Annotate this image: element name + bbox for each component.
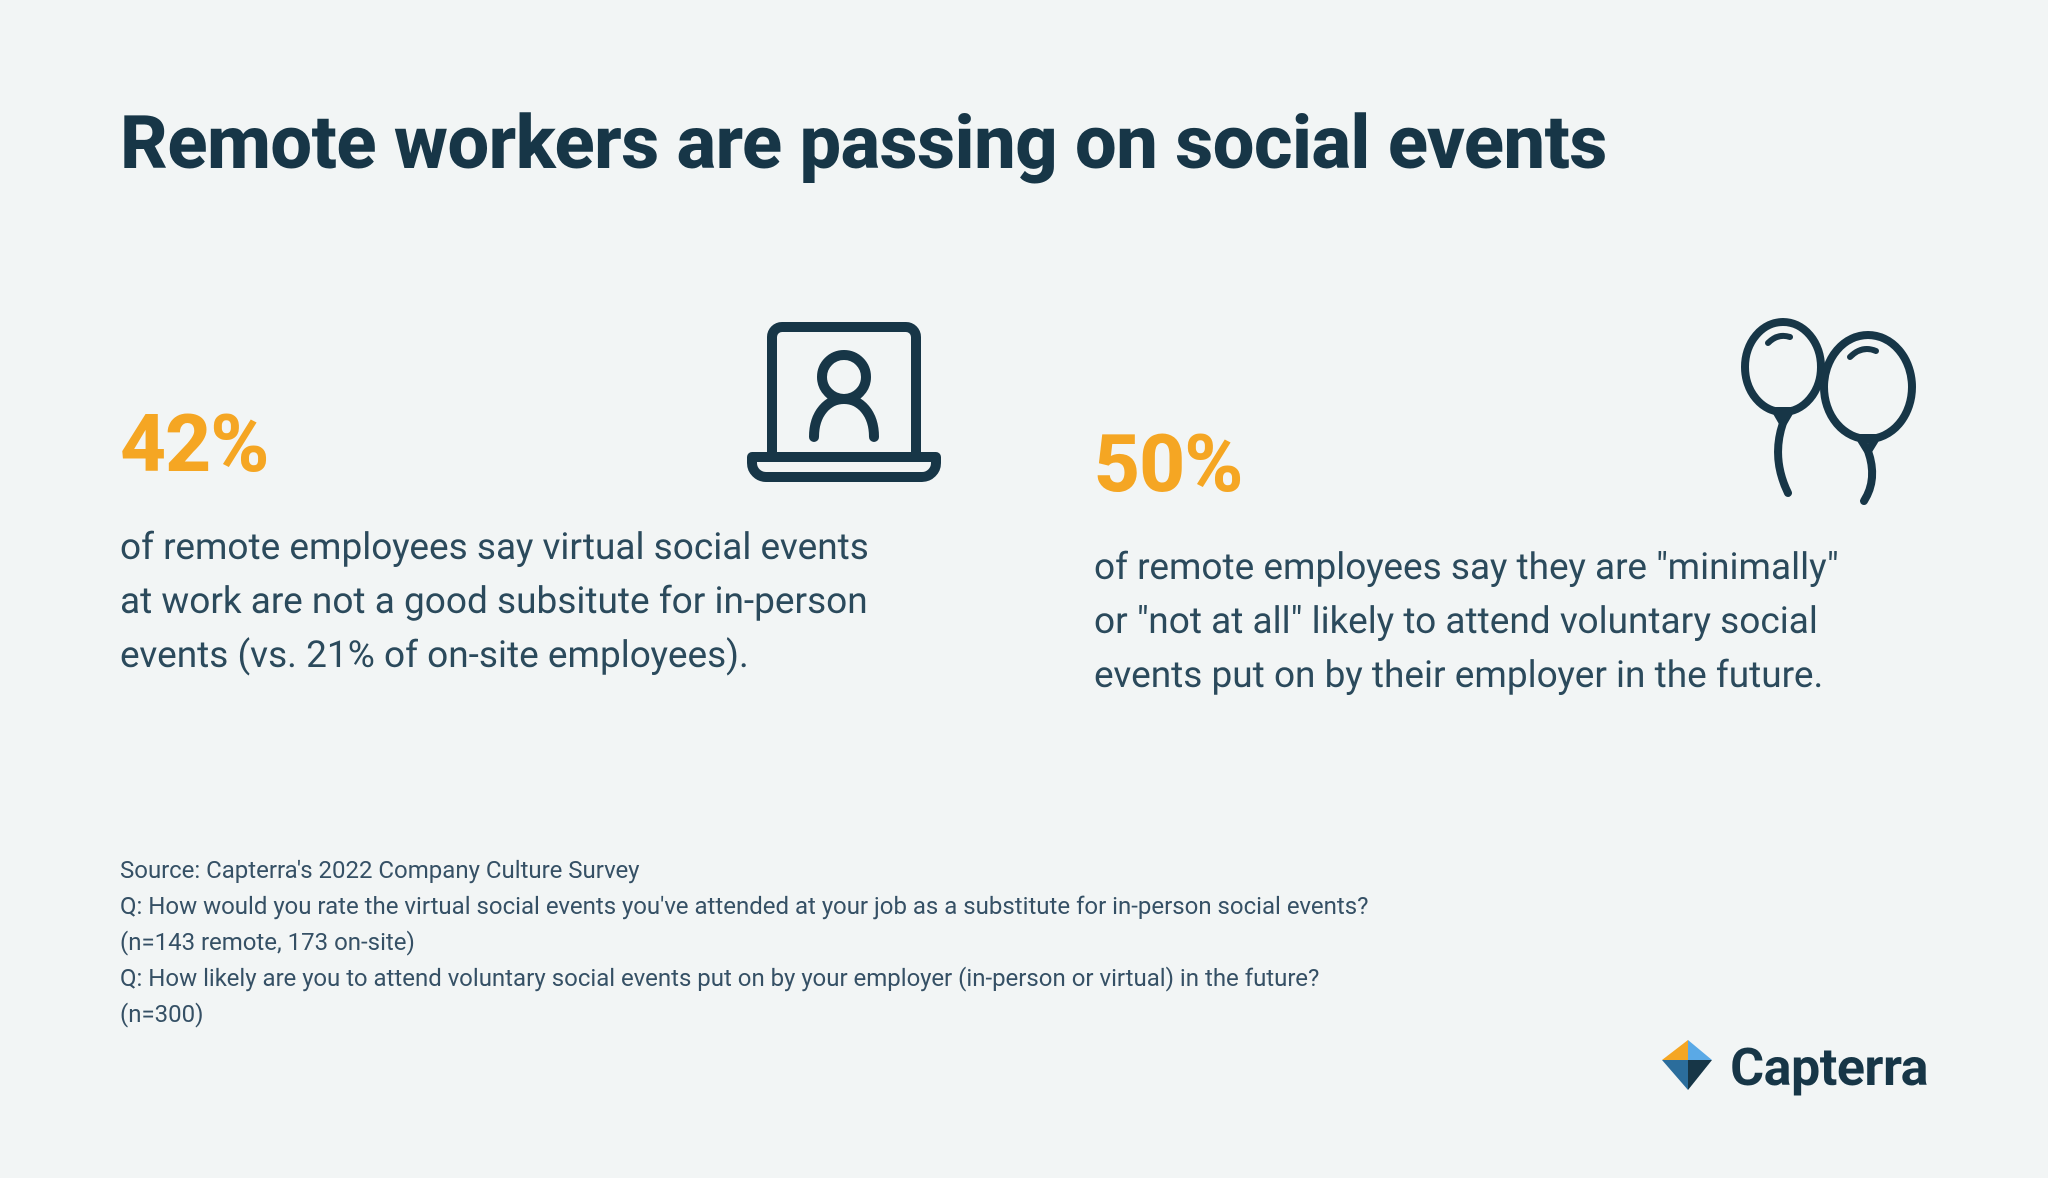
stat-body-1: of remote employees say virtual social e…: [120, 521, 900, 682]
capterra-logo: Capterra: [1658, 1036, 1928, 1098]
capterra-logo-text: Capterra: [1730, 1037, 1928, 1098]
stat-block-2: 50% of remote employees say they are "mi…: [1094, 307, 1928, 702]
stat-block-1: 42% of remote employees say virtual soci…: [120, 307, 954, 702]
stat-percent-1: 42%: [120, 397, 269, 491]
footnote-q1: Q: How would you rate the virtual social…: [120, 888, 1620, 924]
page-title: Remote workers are passing on social eve…: [120, 100, 1620, 187]
stat-percent-2: 50%: [1094, 417, 1243, 511]
stats-row: 42% of remote employees say virtual soci…: [120, 307, 1928, 702]
stat-header-1: 42%: [120, 307, 954, 491]
capterra-logo-icon: [1658, 1036, 1716, 1098]
footnote-n2: (n=300): [120, 996, 1620, 1032]
footnotes: Source: Capterra's 2022 Company Culture …: [120, 852, 1620, 1032]
footnote-source: Source: Capterra's 2022 Company Culture …: [120, 852, 1620, 888]
balloons-icon: [1718, 307, 1928, 511]
laptop-user-icon: [734, 307, 954, 491]
stat-header-2: 50%: [1094, 307, 1928, 511]
footnote-n1: (n=143 remote, 173 on-site): [120, 924, 1620, 960]
stat-body-2: of remote employees say they are "minima…: [1094, 541, 1874, 702]
footnote-q2: Q: How likely are you to attend voluntar…: [120, 960, 1620, 996]
